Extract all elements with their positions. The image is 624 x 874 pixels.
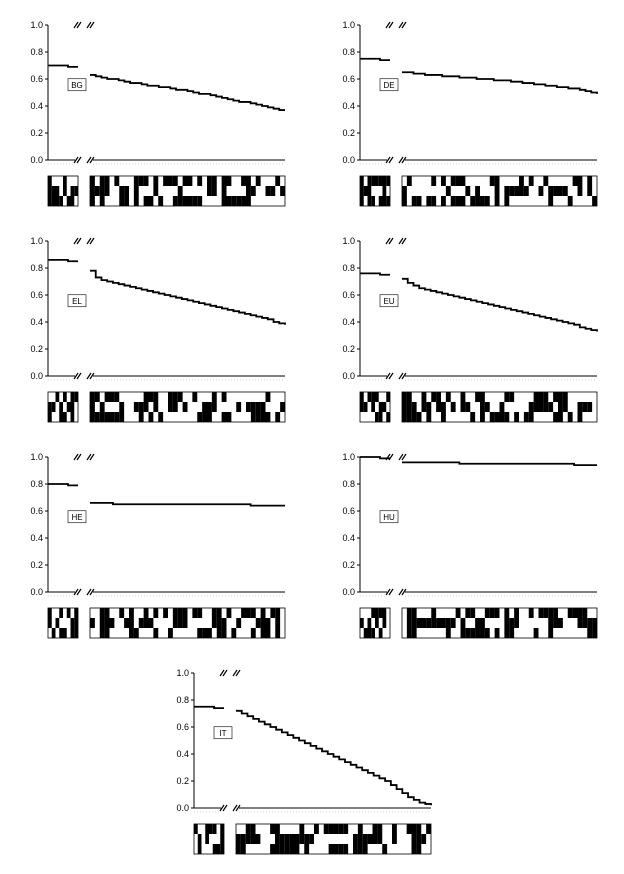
ytick-label: 0.2 <box>342 128 355 138</box>
ytick-label: 0.8 <box>342 47 355 57</box>
ytick-label: 0.8 <box>30 263 43 273</box>
ytick-label: 0.0 <box>342 155 355 165</box>
barcode-el <box>20 392 290 422</box>
ytick-label: 0.6 <box>30 74 43 84</box>
chart-eu: 0.0 0.2 0.4 0.6 0.8 1.0 EU <box>332 236 602 386</box>
ytick-label: 0.4 <box>30 101 43 111</box>
ytick-label: 0.2 <box>176 776 189 786</box>
panel-de: 0.0 0.2 0.4 0.6 0.8 1.0 DE <box>332 20 604 206</box>
ytick-label: 0.8 <box>30 479 43 489</box>
ytick-label: 0.0 <box>30 587 43 597</box>
panel-hu: 0.0 0.2 0.4 0.6 0.8 1.0 HU <box>332 452 604 638</box>
small-multiples-grid: 0.0 0.2 0.4 0.6 0.8 1.0 BG 0.0 0.2 0.4 0.6 0.8 1.0 DE… <box>20 20 604 854</box>
barcode-de <box>332 176 602 206</box>
chart-hu: 0.0 0.2 0.4 0.6 0.8 1.0 HU <box>332 452 602 602</box>
barcode-eu <box>332 392 602 422</box>
panel-it: 0.0 0.2 0.4 0.6 0.8 1.0 IT <box>166 668 458 854</box>
panel-bg: 0.0 0.2 0.4 0.6 0.8 1.0 BG <box>20 20 292 206</box>
panel-el: 0.0 0.2 0.4 0.6 0.8 1.0 EL <box>20 236 292 422</box>
ytick-label: 0.8 <box>342 263 355 273</box>
ytick-label: 0.4 <box>176 749 189 759</box>
ytick-label: 0.4 <box>30 533 43 543</box>
ytick-label: 0.2 <box>342 560 355 570</box>
ytick-label: 0.6 <box>30 290 43 300</box>
panel-label: HU <box>383 513 395 522</box>
panel-label: BG <box>71 81 83 90</box>
ytick-label: 0.4 <box>342 101 355 111</box>
ytick-label: 1.0 <box>30 452 43 462</box>
ytick-label: 0.0 <box>30 155 43 165</box>
panel-he: 0.0 0.2 0.4 0.6 0.8 1.0 HE <box>20 452 292 638</box>
ytick-label: 0.0 <box>30 371 43 381</box>
ytick-label: 0.6 <box>176 722 189 732</box>
ytick-label: 0.2 <box>30 128 43 138</box>
ytick-label: 1.0 <box>176 668 189 678</box>
barcode-hu <box>332 608 602 638</box>
panel-label: EL <box>72 297 82 306</box>
chart-bg: 0.0 0.2 0.4 0.6 0.8 1.0 BG <box>20 20 290 170</box>
ytick-label: 1.0 <box>342 20 355 30</box>
panel-label: DE <box>383 81 394 90</box>
panel-label: IT <box>219 729 226 738</box>
ytick-label: 1.0 <box>30 20 43 30</box>
ytick-label: 0.6 <box>342 506 355 516</box>
ytick-label: 0.6 <box>342 290 355 300</box>
chart-he: 0.0 0.2 0.4 0.6 0.8 1.0 HE <box>20 452 290 602</box>
chart-it: 0.0 0.2 0.4 0.6 0.8 1.0 IT <box>166 668 436 818</box>
ytick-label: 1.0 <box>342 236 355 246</box>
panel-eu: 0.0 0.2 0.4 0.6 0.8 1.0 EU <box>332 236 604 422</box>
ytick-label: 0.0 <box>342 371 355 381</box>
ytick-label: 0.0 <box>342 587 355 597</box>
barcode-bg <box>20 176 290 206</box>
ytick-label: 0.4 <box>342 317 355 327</box>
ytick-label: 0.0 <box>176 803 189 813</box>
ytick-label: 0.8 <box>176 695 189 705</box>
ytick-label: 0.8 <box>30 47 43 57</box>
ytick-label: 0.4 <box>342 533 355 543</box>
panel-label: HE <box>71 513 82 522</box>
ytick-label: 0.2 <box>30 560 43 570</box>
ytick-label: 0.8 <box>342 479 355 489</box>
ytick-label: 0.4 <box>30 317 43 327</box>
chart-de: 0.0 0.2 0.4 0.6 0.8 1.0 DE <box>332 20 602 170</box>
ytick-label: 0.2 <box>342 344 355 354</box>
ytick-label: 0.6 <box>30 506 43 516</box>
ytick-label: 0.2 <box>30 344 43 354</box>
ytick-label: 0.6 <box>342 74 355 84</box>
barcode-it <box>166 824 436 854</box>
ytick-label: 1.0 <box>30 236 43 246</box>
barcode-he <box>20 608 290 638</box>
panel-label: EU <box>383 297 394 306</box>
chart-el: 0.0 0.2 0.4 0.6 0.8 1.0 EL <box>20 236 290 386</box>
ytick-label: 1.0 <box>342 452 355 462</box>
